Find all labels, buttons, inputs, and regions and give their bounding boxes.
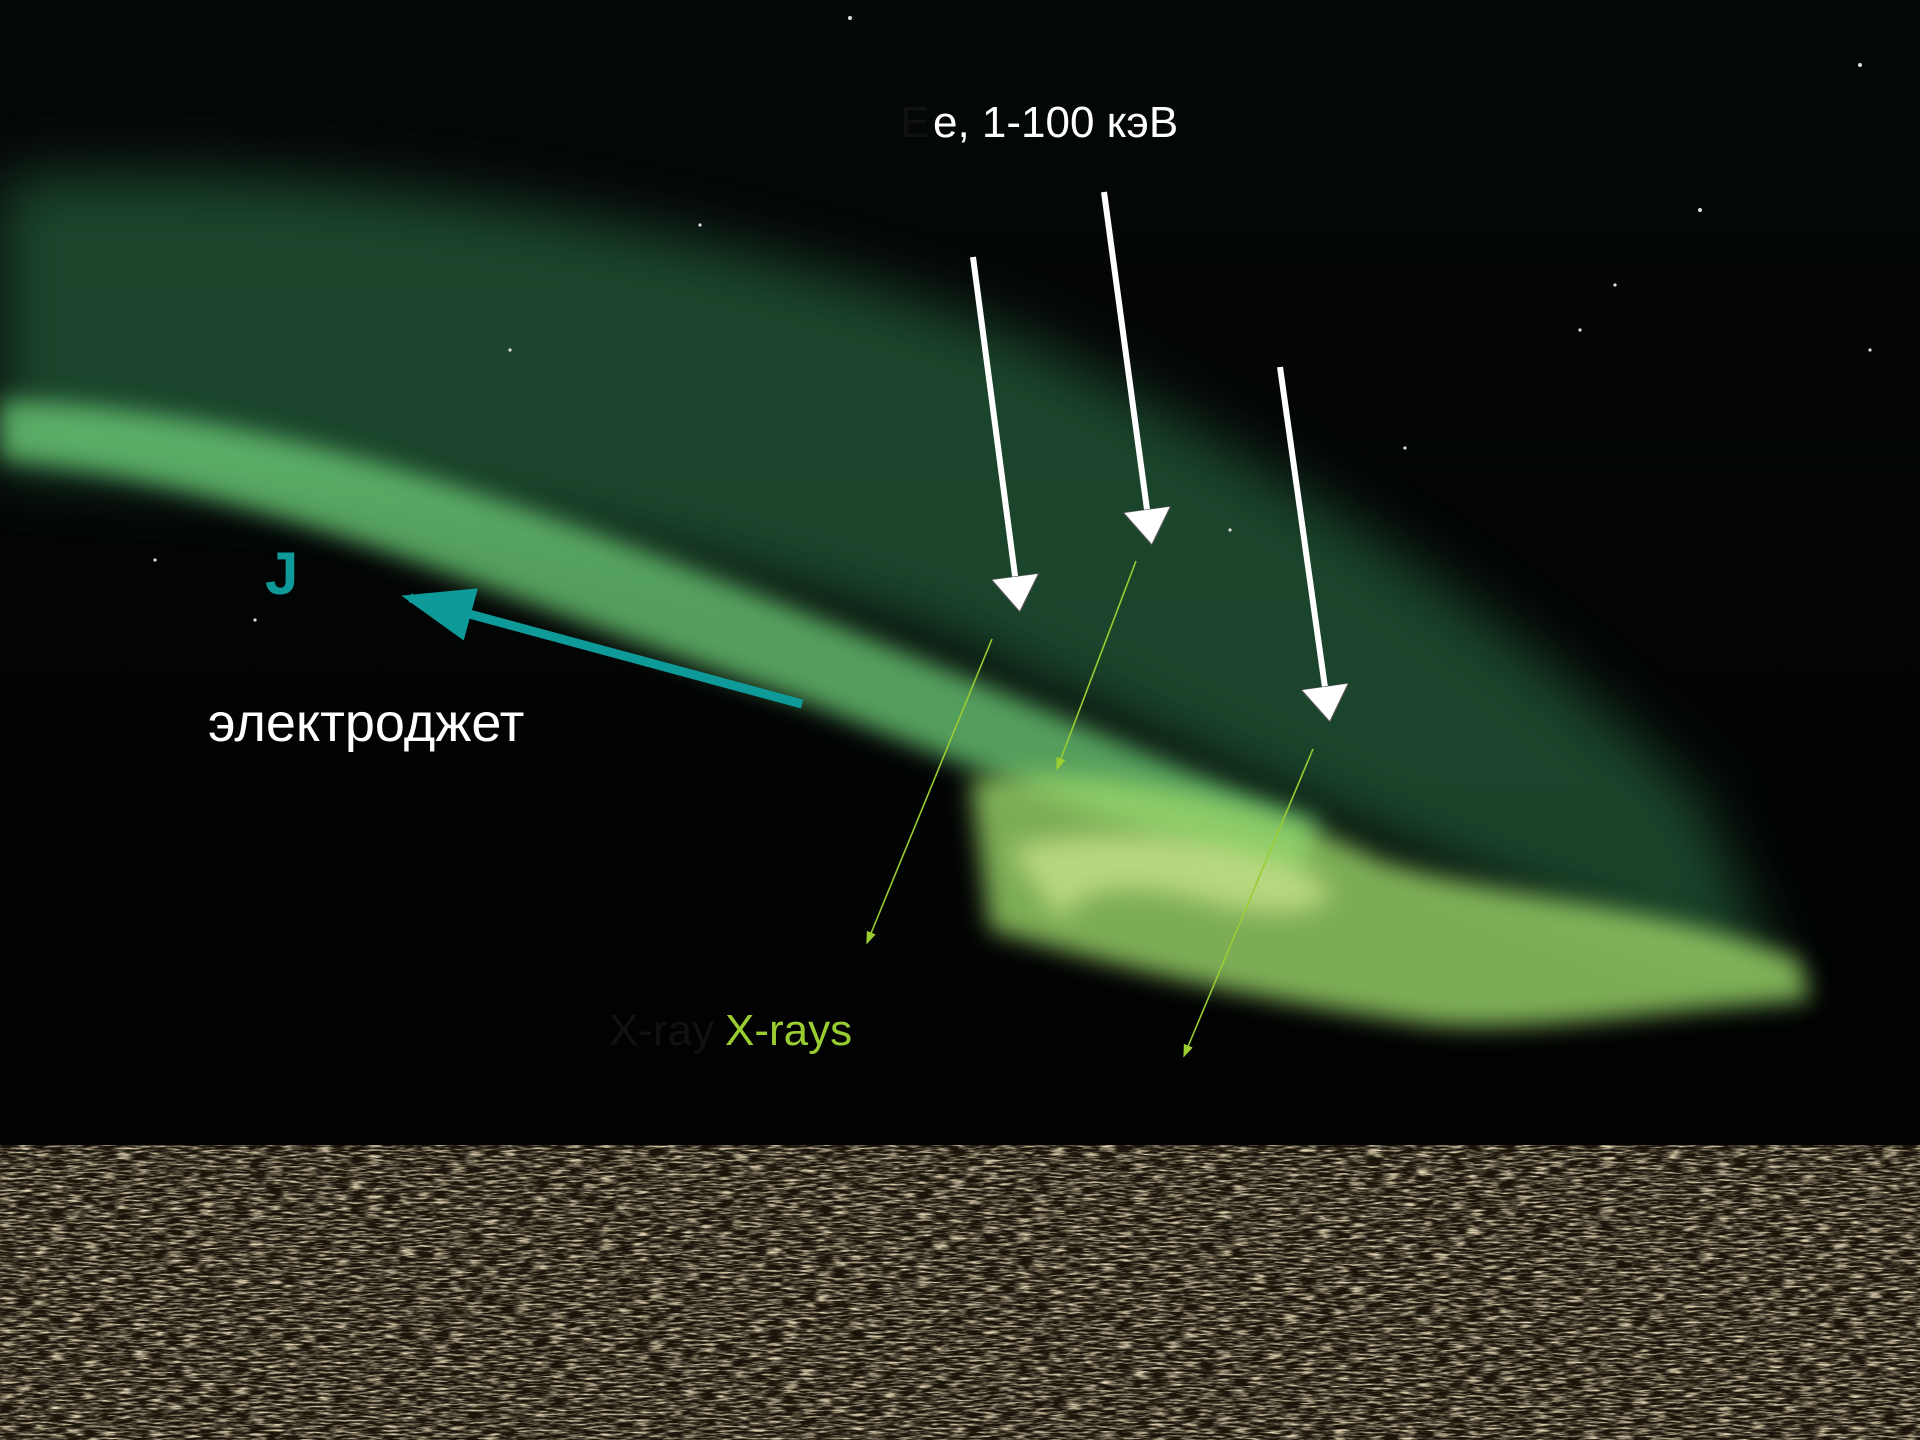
current-symbol: J: [265, 540, 298, 607]
xray-arrows: [866, 560, 1314, 1058]
stars: [153, 16, 1872, 622]
aurora: [0, 176, 1810, 1027]
electron-arrows: [970, 191, 1329, 716]
ground-texture: [0, 1145, 1920, 1440]
xray-shadow: X-ray: [609, 1006, 714, 1055]
energy-label: e, 1-100 кэВ: [933, 98, 1178, 147]
energy-prefix: E: [900, 98, 929, 147]
electrojet-arrow: [401, 588, 804, 709]
xray-label: X-rays: [725, 1006, 852, 1055]
electrojet-label: электроджет: [208, 693, 524, 753]
